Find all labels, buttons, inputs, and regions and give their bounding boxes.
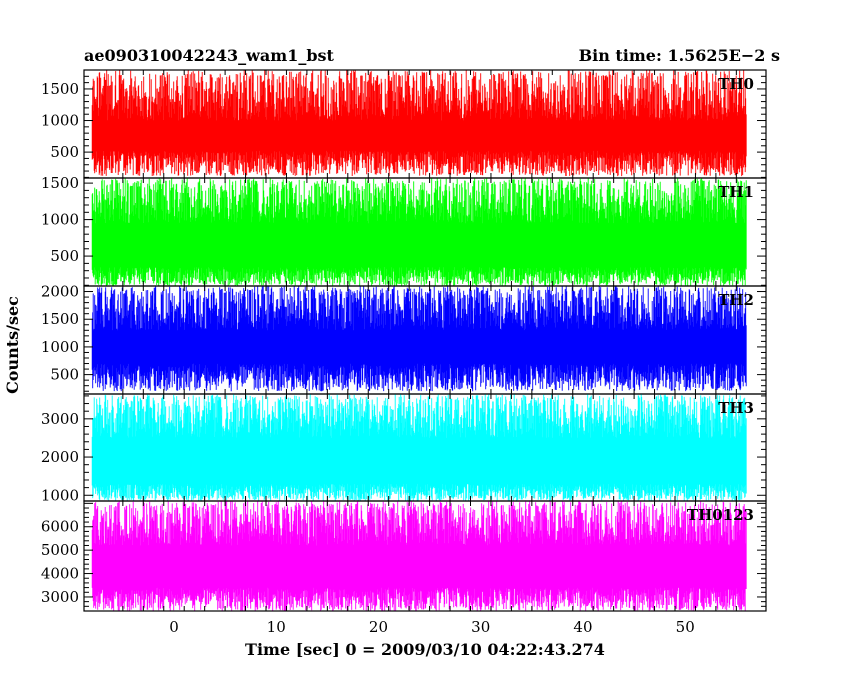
x-axis-label: Time [sec] 0 = 2009/03/10 04:22:43.274 (245, 640, 605, 659)
y-tick-label: 1000 (41, 112, 79, 130)
panels: 500 1000 1500 TH0 500 1000 1500 TH1 500 1000 1500 2… (41, 69, 767, 612)
panel-label-th0123: TH0123 (687, 506, 754, 524)
panel-label-th2: TH2 (718, 291, 754, 309)
panel-th1: 500 1000 1500 TH1 (41, 174, 767, 287)
x-tick-label: 30 (471, 618, 490, 636)
panel-frame (83, 500, 767, 612)
y-axis-label: Counts/sec (3, 296, 22, 394)
x-tick-label: 0 (169, 618, 179, 636)
y-tick-label: 2000 (41, 283, 79, 301)
y-tick-label: 5000 (41, 541, 79, 559)
y-tick-label: 1000 (41, 486, 79, 504)
y-tick-label: 1500 (41, 80, 79, 98)
y-tick-label: 1000 (41, 338, 79, 356)
title-right: Bin time: 1.5625E−2 s (579, 46, 780, 65)
y-tick-label: 1500 (41, 174, 79, 192)
y-tick-label: 3000 (41, 410, 79, 428)
y-tick-label: 500 (50, 366, 79, 384)
y-tick-label: 6000 (41, 518, 79, 536)
panel-th2: 500 1000 1500 2000 TH2 (41, 283, 767, 395)
x-tick-label: 40 (573, 618, 592, 636)
panel-th0: 500 1000 1500 TH0 (41, 69, 767, 179)
y-tick-label: 4000 (41, 565, 79, 583)
x-tick-label: 10 (267, 618, 286, 636)
panel-th3: 1000 2000 3000 TH3 (41, 393, 767, 504)
series-th0123 (91, 501, 747, 611)
y-tick-label: 1500 (41, 310, 79, 328)
panel-label-th1: TH1 (718, 183, 754, 201)
panel-label-th0: TH0 (718, 75, 754, 93)
series-th2 (91, 286, 747, 392)
x-axis: 0 10 20 30 40 50 (169, 618, 695, 636)
series-th3 (91, 394, 747, 501)
y-tick-label: 2000 (41, 448, 79, 466)
panel-th0123: 3000 4000 5000 6000 TH0123 (41, 500, 767, 612)
title-left: ae090310042243_wam1_bst (84, 46, 335, 65)
panel-label-th3: TH3 (718, 399, 754, 417)
x-tick-label: 20 (369, 618, 388, 636)
series-th1 (91, 178, 747, 286)
series-th0 (91, 70, 747, 177)
y-tick-label: 500 (50, 247, 79, 265)
y-tick-label: 1000 (41, 211, 79, 229)
x-tick-label: 50 (676, 618, 695, 636)
y-tick-label: 3000 (41, 588, 79, 606)
y-tick-label: 500 (50, 143, 79, 161)
